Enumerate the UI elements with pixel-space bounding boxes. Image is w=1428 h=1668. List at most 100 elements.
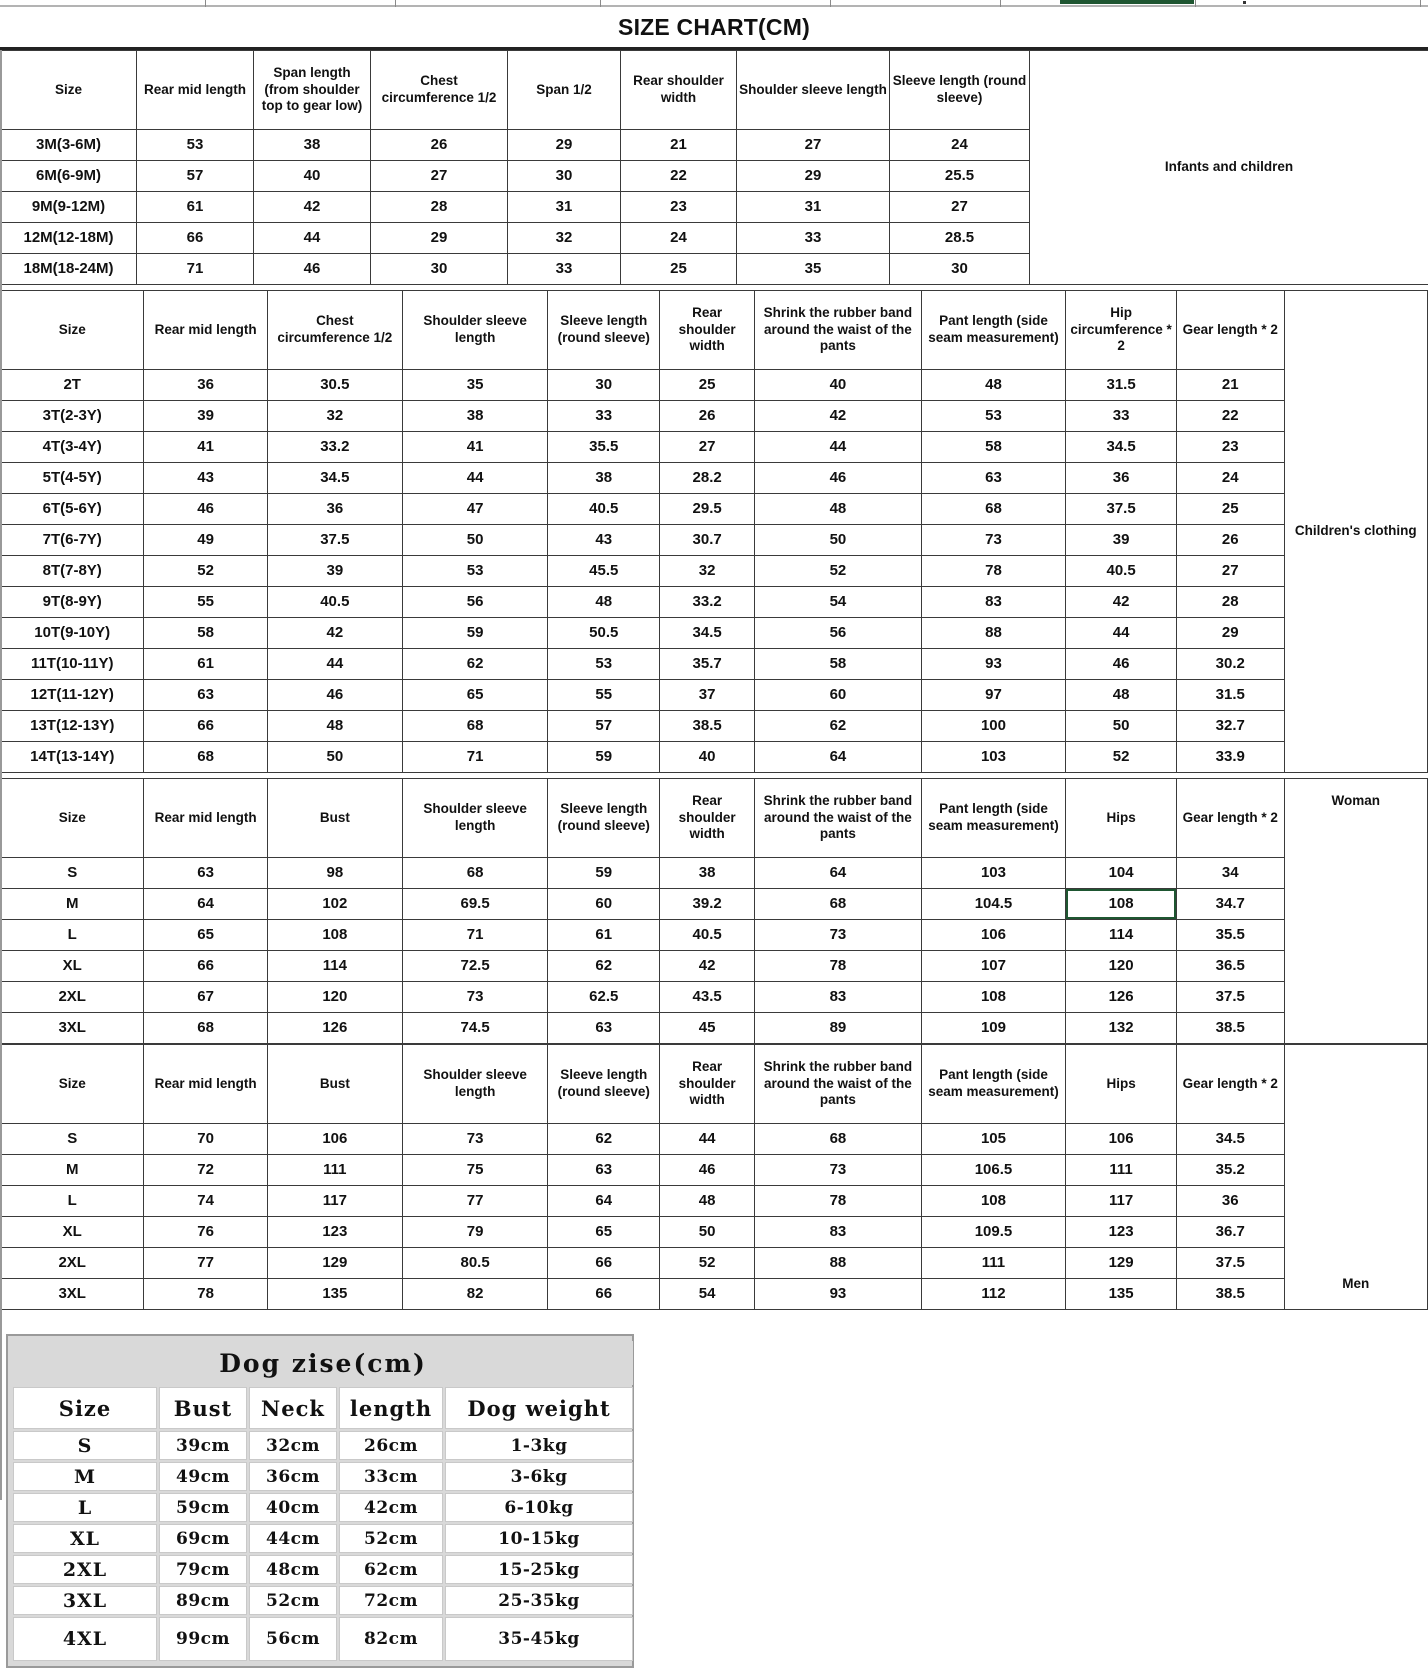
cell-value[interactable]: 25 <box>660 370 755 401</box>
cell-value[interactable]: 68 <box>921 494 1065 525</box>
cell-value[interactable]: 66 <box>144 951 267 982</box>
cell-value[interactable]: 64 <box>755 858 922 889</box>
cell-value[interactable]: 31 <box>508 192 621 223</box>
cell-size[interactable]: 2XL <box>1 1248 144 1279</box>
dog-cell-value[interactable]: 40cm <box>249 1493 337 1522</box>
cell-value[interactable]: 108 <box>267 920 402 951</box>
cell-value[interactable]: 55 <box>548 680 660 711</box>
cell-value[interactable]: 72 <box>144 1155 267 1186</box>
cell-value[interactable]: 34.5 <box>267 463 402 494</box>
cell-value[interactable]: 33.2 <box>660 587 755 618</box>
cell-value[interactable]: 30.7 <box>660 525 755 556</box>
dog-cell-value[interactable]: 49cm <box>159 1462 247 1491</box>
cell-value[interactable]: 59 <box>548 858 660 889</box>
cell-value[interactable]: 53 <box>402 556 548 587</box>
cell-value[interactable]: 59 <box>402 618 548 649</box>
column-boundary-tick-2[interactable] <box>600 0 601 7</box>
cell-value[interactable]: 62 <box>402 649 548 680</box>
cell-value[interactable]: 34 <box>1176 858 1284 889</box>
cell-size[interactable]: M <box>1 889 144 920</box>
selected-column-indicator[interactable] <box>1060 0 1194 4</box>
cell-value[interactable]: 50 <box>660 1217 755 1248</box>
cell-value[interactable]: 68 <box>144 742 267 773</box>
cell-value[interactable]: 28 <box>1176 587 1284 618</box>
cell-value[interactable]: 54 <box>755 587 922 618</box>
cell-value[interactable]: 132 <box>1066 1013 1177 1044</box>
cell-value[interactable]: 41 <box>402 432 548 463</box>
cell-value[interactable]: 129 <box>1066 1248 1177 1279</box>
cell-value[interactable]: 135 <box>1066 1279 1177 1310</box>
cell-value[interactable]: 106 <box>1066 1124 1177 1155</box>
cell-value[interactable]: 108 <box>921 982 1065 1013</box>
cell-value[interactable]: 105 <box>921 1124 1065 1155</box>
cell-value[interactable]: 129 <box>267 1248 402 1279</box>
cell-value[interactable]: 33.2 <box>267 432 402 463</box>
cell-value[interactable]: 40 <box>254 161 371 192</box>
cell-value[interactable]: 38 <box>548 463 660 494</box>
cell-value[interactable]: 56 <box>755 618 922 649</box>
cell-value[interactable]: 46 <box>254 254 371 285</box>
cell-value[interactable]: 35 <box>402 370 548 401</box>
cell-value[interactable]: 102 <box>267 889 402 920</box>
cell-value[interactable]: 42 <box>660 951 755 982</box>
cell-value[interactable]: 71 <box>402 920 548 951</box>
dog-cell-size[interactable]: M <box>13 1462 157 1491</box>
cell-value[interactable]: 23 <box>1176 432 1284 463</box>
cell-value[interactable]: 29 <box>508 130 621 161</box>
dog-cell-value[interactable]: 3-6kg <box>445 1462 633 1491</box>
cell-value[interactable]: 29 <box>1176 618 1284 649</box>
cell-value[interactable]: 33 <box>508 254 621 285</box>
cell-value[interactable]: 43.5 <box>660 982 755 1013</box>
cell-value[interactable]: 109.5 <box>921 1217 1065 1248</box>
cell-value[interactable]: 22 <box>1176 401 1284 432</box>
cell-value[interactable]: 71 <box>137 254 254 285</box>
cell-value[interactable]: 35.5 <box>1176 920 1284 951</box>
cell-value[interactable]: 52 <box>144 556 267 587</box>
cell-value[interactable]: 35 <box>737 254 890 285</box>
cell-size[interactable]: 6T(5-6Y) <box>1 494 144 525</box>
cell-size[interactable]: S <box>1 858 144 889</box>
column-boundary-tick-4[interactable] <box>1000 0 1001 7</box>
cell-value[interactable]: 117 <box>1066 1186 1177 1217</box>
cell-value[interactable]: 63 <box>921 463 1065 494</box>
cell-value[interactable]: 123 <box>1066 1217 1177 1248</box>
cell-value[interactable]: 114 <box>1066 920 1177 951</box>
cell-value[interactable]: 48 <box>660 1186 755 1217</box>
cell-value[interactable]: 59 <box>548 742 660 773</box>
dog-cell-value[interactable]: 33cm <box>339 1462 443 1491</box>
cell-value[interactable]: 112 <box>921 1279 1065 1310</box>
cell-value[interactable]: 62 <box>548 1124 660 1155</box>
dog-cell-value[interactable]: 36cm <box>249 1462 337 1491</box>
cell-value[interactable]: 50 <box>402 525 548 556</box>
dog-cell-value[interactable]: 39cm <box>159 1431 247 1460</box>
spreadsheet-column-ruler[interactable] <box>0 0 1428 7</box>
cell-value[interactable]: 83 <box>755 1217 922 1248</box>
cell-value[interactable]: 25.5 <box>890 161 1030 192</box>
cell-value[interactable]: 79 <box>402 1217 548 1248</box>
cell-value[interactable]: 34.5 <box>660 618 755 649</box>
dog-cell-size[interactable]: 2XL <box>13 1555 157 1584</box>
cell-value[interactable]: 45.5 <box>548 556 660 587</box>
cell-value[interactable]: 73 <box>755 1155 922 1186</box>
cell-value[interactable]: 27 <box>890 192 1030 223</box>
cell-value[interactable]: 68 <box>402 858 548 889</box>
cell-size[interactable]: 6M(6-9M) <box>1 161 137 192</box>
column-boundary-tick-1[interactable] <box>395 0 396 7</box>
cell-value[interactable]: 50.5 <box>548 618 660 649</box>
cell-value[interactable]: 48 <box>548 587 660 618</box>
cell-value[interactable]: 32.7 <box>1176 711 1284 742</box>
cell-value[interactable]: 39 <box>144 401 267 432</box>
cell-value[interactable]: 114 <box>267 951 402 982</box>
dog-cell-value[interactable]: 52cm <box>249 1586 337 1615</box>
cell-value[interactable]: 35.2 <box>1176 1155 1284 1186</box>
cell-value[interactable]: 80.5 <box>402 1248 548 1279</box>
cell-value[interactable]: 55 <box>144 587 267 618</box>
cell-size[interactable]: 3XL <box>1 1279 144 1310</box>
cell-value[interactable]: 31.5 <box>1066 370 1177 401</box>
dog-cell-value[interactable]: 10-15kg <box>445 1524 633 1553</box>
cell-value[interactable]: 64 <box>548 1186 660 1217</box>
cell-size[interactable]: 9T(8-9Y) <box>1 587 144 618</box>
cell-value[interactable]: 44 <box>267 649 402 680</box>
cell-value[interactable]: 21 <box>621 130 737 161</box>
cell-value[interactable]: 106.5 <box>921 1155 1065 1186</box>
